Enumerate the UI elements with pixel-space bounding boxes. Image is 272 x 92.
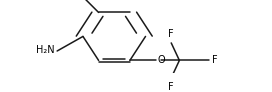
Text: H₂N: H₂N <box>36 45 55 55</box>
Text: F: F <box>168 82 174 92</box>
Text: F: F <box>168 29 174 39</box>
Text: F: F <box>212 55 218 65</box>
Text: O: O <box>157 55 165 65</box>
